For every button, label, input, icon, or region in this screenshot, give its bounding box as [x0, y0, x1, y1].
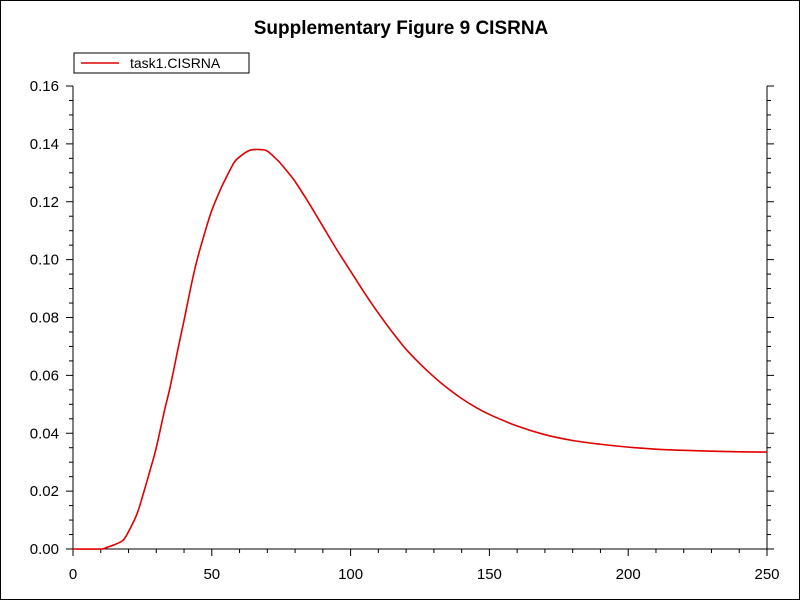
x-tick-label: 200: [616, 566, 641, 583]
legend-box: [73, 52, 250, 74]
y-tick-label: 0.00: [30, 541, 59, 558]
y-tick-label: 0.10: [30, 252, 59, 269]
y-tick-label: 0.12: [30, 194, 59, 211]
x-tick-label: 0: [69, 566, 77, 583]
chart-title: Supplementary Figure 9 CISRNA: [254, 18, 549, 39]
legend: task1.CISRNA: [73, 52, 250, 74]
x-tick-label: 100: [338, 566, 363, 583]
legend-label: task1.CISRNA: [130, 55, 221, 71]
y-tick-label: 0.02: [30, 483, 59, 500]
x-tick-label: 250: [754, 566, 779, 583]
y-tick-label: 0.16: [30, 78, 59, 95]
y-tick-label: 0.14: [30, 136, 59, 153]
ticks: [66, 85, 774, 556]
x-tick-label: 150: [477, 566, 502, 583]
tick-labels: 0.00 0.02 0.04 0.06 0.08 0.10 0.12 0.14 0.16 0 50 1…: [30, 78, 780, 583]
y-tick-label: 0.04: [30, 425, 59, 442]
y-tick-label: 0.06: [30, 367, 59, 384]
series-line-task1-cisrna: [72, 148, 768, 550]
series-layer: [72, 148, 768, 550]
y-tick-label: 0.08: [30, 310, 59, 327]
x-tick-label: 50: [203, 566, 220, 583]
axes: [72, 86, 768, 550]
